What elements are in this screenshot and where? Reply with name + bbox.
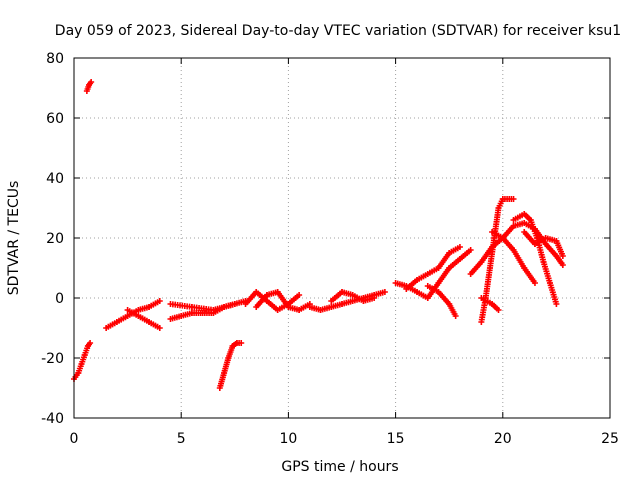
y-tick-label: 80 bbox=[46, 51, 64, 67]
series-arc-20 bbox=[521, 229, 566, 259]
y-tick-label: 20 bbox=[46, 231, 64, 247]
y-tick-label: -40 bbox=[41, 411, 64, 427]
axis-ticks: 0 5 10 15 20 25 -40 -20 0 20 40 60 80 bbox=[41, 51, 619, 447]
data-point bbox=[531, 280, 538, 286]
x-tick-label: 5 bbox=[177, 431, 186, 447]
y-tick-label: -20 bbox=[41, 351, 64, 367]
x-tick-label: 10 bbox=[279, 431, 297, 447]
series-arc-15 bbox=[467, 220, 566, 277]
series-arc-11 bbox=[328, 289, 378, 304]
data-point bbox=[88, 79, 95, 85]
series-arc-3 bbox=[103, 298, 163, 331]
data-point bbox=[87, 340, 94, 346]
y-tick-label: 40 bbox=[46, 171, 64, 187]
x-tick-label: 0 bbox=[70, 431, 79, 447]
series-arc-4 bbox=[124, 307, 163, 331]
data-point bbox=[238, 340, 245, 346]
data-point bbox=[371, 295, 378, 301]
data-point bbox=[467, 247, 474, 253]
series-arc-13 bbox=[403, 244, 463, 292]
data-point bbox=[452, 313, 459, 319]
series-arc-12 bbox=[392, 247, 474, 301]
x-tick-label: 15 bbox=[387, 431, 405, 447]
series-arc-2 bbox=[83, 79, 95, 94]
series-arc-6 bbox=[167, 298, 249, 313]
x-tick-label: 20 bbox=[494, 431, 512, 447]
series-arc-18 bbox=[478, 295, 502, 313]
data-points bbox=[71, 79, 566, 391]
data-point bbox=[156, 298, 163, 304]
series-arc-14 bbox=[424, 283, 459, 319]
data-point bbox=[559, 253, 566, 259]
y-axis-label: SDTVAR / TECUs bbox=[6, 181, 22, 296]
data-point bbox=[156, 325, 163, 331]
y-tick-label: 60 bbox=[46, 111, 64, 127]
series-arc-7 bbox=[216, 340, 245, 391]
series-arc-9 bbox=[253, 289, 313, 313]
y-tick-label: 0 bbox=[55, 291, 64, 307]
data-point bbox=[559, 262, 566, 268]
data-point bbox=[495, 307, 502, 313]
data-point bbox=[553, 301, 560, 307]
grid bbox=[74, 58, 610, 418]
series-arc-17 bbox=[489, 229, 538, 286]
series-arc-1 bbox=[71, 340, 94, 382]
data-point bbox=[456, 244, 463, 250]
data-point bbox=[296, 292, 303, 298]
x-axis-label: GPS time / hours bbox=[281, 459, 398, 475]
chart-title: Day 059 of 2023, Sidereal Day-to-day VTE… bbox=[55, 23, 621, 39]
x-tick-label: 25 bbox=[601, 431, 619, 447]
data-point bbox=[381, 289, 388, 295]
data-point bbox=[510, 196, 517, 202]
